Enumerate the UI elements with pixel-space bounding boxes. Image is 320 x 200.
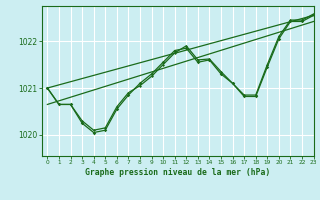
X-axis label: Graphe pression niveau de la mer (hPa): Graphe pression niveau de la mer (hPa) — [85, 168, 270, 177]
